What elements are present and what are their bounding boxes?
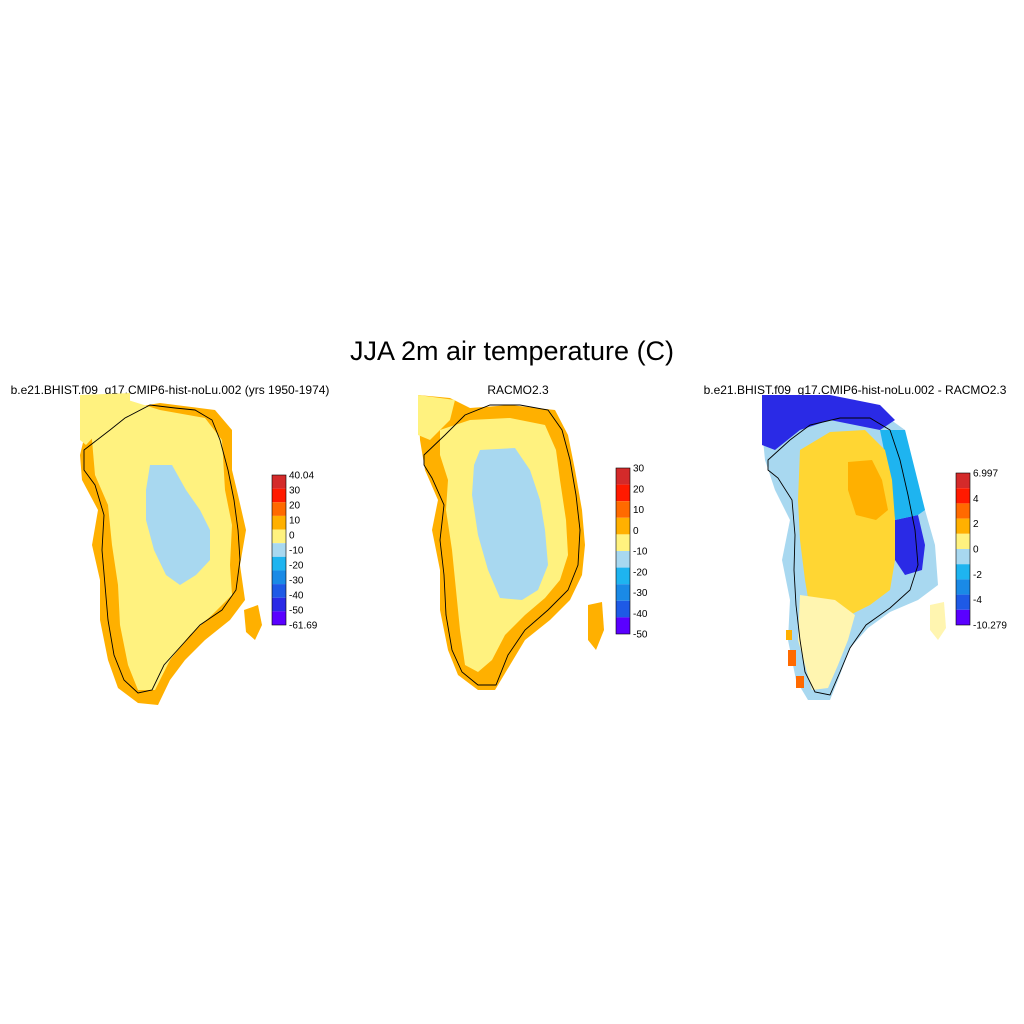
colorbar-swatch [272,584,286,598]
diff-edge-right-blue [880,430,925,520]
colorbar-swatch [956,518,970,534]
colorbar-swatch [956,533,970,549]
colorbar-label: 0 [633,526,639,537]
coastline [423,404,581,686]
diff-warm-cell [788,650,796,666]
colorbar-swatch [956,488,970,504]
diff-south-light [798,595,855,690]
colorbar-frame [955,472,971,626]
colorbar-swatch [272,529,286,544]
colorbar-label: -40 [289,591,304,602]
colorbar-swatch [956,564,970,580]
svalbard-fill [244,605,262,640]
colorbar-swatch [616,600,630,618]
colorbar-label: -10.279 [973,621,1007,632]
map-panel-racmo: 30 20 10 0 -10 -20 -30 -40 -50 [418,395,648,690]
colorbar-label: -40 [633,609,648,620]
colorbar-label: 10 [289,516,301,527]
colorbar-swatch [272,556,286,571]
svalbard-fill [588,602,604,650]
colorbar-swatch [272,515,286,530]
panel-title-racmo: RACMO2.3 [487,383,549,397]
diff-svalbard-fill [930,602,946,640]
colorbar-label: -50 [289,606,304,617]
colorbar-label: 30 [289,486,301,497]
colorbar-label: 40.04 [289,471,314,482]
colorbar-swatch [272,475,286,489]
colorbar-label: -4 [973,595,982,606]
diff-warm-cell [786,630,792,640]
panel-title-model: b.e21.BHIST.f09_g17.CMIP6-hist-noLu.002 … [10,383,330,397]
diff-warm-cell [796,676,804,688]
colorbar-model: 40.04 30 20 10 0 -10 -20 -30 -40 -50 -61.69 [271,471,318,632]
colorbar-label: -61.69 [289,621,318,632]
colorbar-swatch [956,473,970,489]
colorbar-swatch [616,551,630,568]
colorbar-swatch [272,488,286,503]
colorbar-swatch [616,617,630,634]
colorbar-label: -30 [633,588,648,599]
field-summit [146,465,210,585]
colorbar-swatch [956,503,970,519]
ellesmere-fill [418,395,455,440]
colorbar-racmo: 30 20 10 0 -10 -20 -30 -40 -50 [615,464,648,641]
colorbar-swatch [272,597,286,612]
colorbar-swatch [272,543,286,557]
colorbar-label: 2 [973,519,979,530]
diff-core-fill [848,460,888,520]
colorbar-swatch [956,609,970,625]
map-panel-diff: 6.997 4 2 0 -2 -4 -10.279 [762,395,1007,700]
colorbar-label: 6.997 [973,469,998,480]
colorbar-swatch [956,549,970,565]
colorbar-label: 10 [633,505,645,516]
summit-cold-fill [472,448,548,600]
colorbar-swatch [616,584,630,601]
diff-main-fill [798,430,895,620]
coastline [767,417,919,696]
colorbar-label: 20 [289,501,301,512]
colorbar-label: 20 [633,484,645,495]
colorbar-label: 30 [633,464,645,475]
colorbar-swatch [272,611,286,625]
colorbar-swatch [616,484,630,502]
colorbar-frame [271,474,287,626]
colorbar-label: -30 [289,576,304,587]
map-panel-model: 40.04 30 20 10 0 -10 -20 -30 -40 -50 -61.69 [80,393,318,705]
main-title: JJA 2m air temperature (C) [349,336,675,366]
colorbar-frame [615,467,631,635]
colorbar-swatch [616,517,630,535]
colorbar-swatch [956,579,970,595]
colorbar-swatch [272,502,286,516]
colorbar-label: 0 [973,545,979,556]
colorbar-label: 0 [289,531,295,542]
colorbar-label: 4 [973,494,979,505]
coastline [83,404,241,694]
colorbar-swatch [616,567,630,585]
colorbar-swatch [956,594,970,610]
summit-cold-fill [146,465,210,585]
colorbar-label: -2 [973,570,982,581]
colorbar-label: -20 [633,567,648,578]
diff-edge-dark-fill [762,395,895,450]
colorbar-label: -10 [633,547,648,558]
colorbar-diff: 6.997 4 2 0 -2 -4 -10.279 [955,469,1007,632]
colorbar-label: -10 [289,546,304,557]
panel-title-diff: b.e21.BHIST.f09_g17.CMIP6-hist-noLu.002 … [703,383,1007,397]
colorbar-swatch [272,570,286,585]
colorbar-label: -20 [289,561,304,572]
colorbar-swatch [616,468,630,485]
colorbar-swatch [616,501,630,518]
ellesmere-fill [80,393,130,445]
colorbar-label: -50 [633,630,648,641]
colorbar-swatch [616,534,630,551]
